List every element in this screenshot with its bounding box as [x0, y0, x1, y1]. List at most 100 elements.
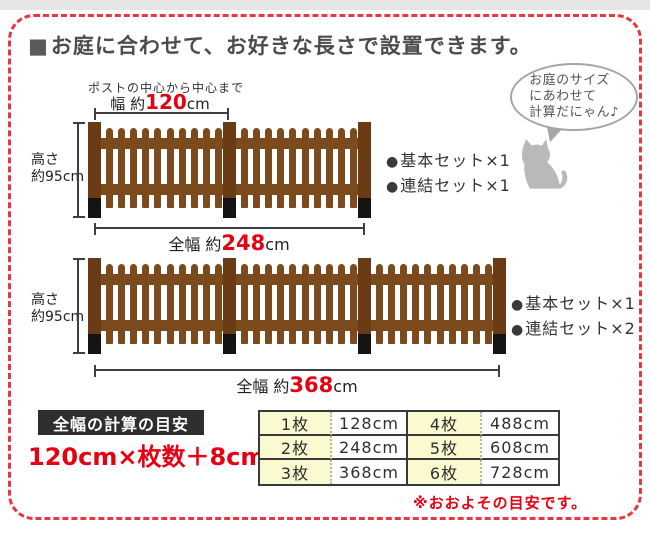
fence-picket [264, 264, 272, 344]
fence-post [223, 122, 236, 218]
fence-rail [91, 274, 503, 285]
fence-post-foot [88, 334, 101, 354]
height-dimension-line-1 [73, 122, 85, 218]
size-table: 1枚 128cm 4枚 488cm 2枚 248cm 5枚 608cm 3枚 3… [258, 410, 560, 486]
speech-bubble: お庭のサイズ にあわせて 計算だにゃん♪ [510, 63, 638, 131]
fence-picket [313, 128, 321, 208]
fence-post [88, 122, 101, 218]
fence-picket [142, 264, 150, 344]
fence-picket [277, 264, 285, 344]
height-label-1: 高さ 約95cm [31, 152, 85, 185]
height-dimension-line-2 [73, 258, 85, 354]
page-title-text: お庭に合わせて、お好きな長さで設置できます。 [50, 34, 532, 58]
fence-picket [399, 264, 407, 344]
table-cell: 5枚 [408, 436, 482, 460]
width-dimension-label: 幅 約120cm [110, 90, 210, 114]
total-width-label-2: 全幅 約368cm [236, 373, 358, 397]
fence-picket [338, 128, 346, 208]
fence-picket [412, 264, 420, 344]
fence-picket [166, 264, 174, 344]
fence-post-foot [493, 334, 506, 354]
table-cell: 488cm [482, 412, 558, 436]
width-dimension-line [94, 108, 229, 120]
table-cell: 4枚 [408, 412, 482, 436]
total-width-line-2 [94, 365, 500, 377]
fence-picket [154, 128, 162, 208]
fence-picket [215, 264, 223, 344]
fence-picket [448, 264, 456, 344]
top-gray-strip [0, 0, 650, 10]
calc-heading: 全幅の計算の目安 [38, 410, 204, 435]
fence-picket [117, 128, 125, 208]
table-cell: 608cm [482, 436, 558, 460]
height-label-2: 高さ 約95cm [31, 292, 85, 325]
square-bullet-icon: ■ [28, 34, 49, 58]
fence-picket [178, 128, 186, 208]
set-list-2: ●基本セット×1 ●連結セット×2 [511, 292, 636, 342]
circle-bullet-icon: ● [386, 179, 400, 195]
table-cell: 368cm [332, 460, 408, 484]
circle-bullet-icon: ● [511, 297, 525, 313]
fence-picket [289, 264, 297, 344]
fence-picket [142, 128, 150, 208]
approx-note: ※おおよその目安です。 [413, 494, 588, 512]
fence-picket [190, 264, 198, 344]
fence-picket [252, 264, 260, 344]
red-dashed-border [8, 14, 642, 520]
table-cell: 128cm [332, 412, 408, 436]
set-item: ●基本セット×1 [511, 294, 636, 313]
fence-picket [301, 128, 309, 208]
total-width-line-1 [94, 223, 365, 235]
fence-picket [277, 128, 285, 208]
fence-picket [105, 128, 113, 208]
fence-picket [203, 264, 211, 344]
speech-bubble-text: お庭のサイズ にあわせて 計算だにゃん♪ [529, 73, 619, 120]
fence-post-foot [223, 334, 236, 354]
set-list-1: ●基本セット×1 ●連結セット×1 [386, 149, 511, 199]
fence-picket [240, 128, 248, 208]
fence-post [358, 122, 371, 218]
fence-picket [387, 264, 395, 344]
fence-picket [215, 128, 223, 208]
fence-picket [240, 264, 248, 344]
fence-picket [325, 264, 333, 344]
fence-picket [129, 128, 137, 208]
fence-picket [166, 128, 174, 208]
table-cell: 3枚 [260, 460, 332, 484]
post-center-note: ポストの中心から中心まで [88, 81, 245, 95]
circle-bullet-icon: ● [511, 322, 525, 338]
fence-picket [460, 264, 468, 344]
fence-post-foot [223, 198, 236, 218]
total-width-label-1: 全幅 約248cm [168, 231, 290, 255]
fence-picket [190, 128, 198, 208]
fence-post-foot [88, 198, 101, 218]
fence-picket [289, 128, 297, 208]
fence-picket [264, 128, 272, 208]
set-item: ●基本セット×1 [386, 151, 511, 170]
table-cell: 248cm [332, 436, 408, 460]
fence-picket [485, 264, 493, 344]
page-title: ■お庭に合わせて、お好きな長さで設置できます。 [28, 30, 588, 60]
fence-picket [154, 264, 162, 344]
fence-picket [252, 128, 260, 208]
fence-picket [117, 264, 125, 344]
fence-picket [105, 264, 113, 344]
calc-formula: 120cm×枚数＋8cm [28, 443, 266, 471]
fence-post [358, 258, 371, 354]
table-cell: 1枚 [260, 412, 332, 436]
set-item: ●連結セット×2 [511, 319, 636, 338]
table-cell: 6枚 [408, 460, 482, 484]
fence-picket [436, 264, 444, 344]
fence-picket [301, 264, 309, 344]
cat-silhouette-icon [522, 139, 568, 189]
fence-post-foot [358, 198, 371, 218]
fence-picket [350, 264, 358, 344]
fence-picket [338, 264, 346, 344]
fence-picket [473, 264, 481, 344]
fence-diagram-2 [88, 258, 506, 354]
fence-picket [129, 264, 137, 344]
fence-picket [178, 264, 186, 344]
fence-post [88, 258, 101, 354]
fence-post [223, 258, 236, 354]
